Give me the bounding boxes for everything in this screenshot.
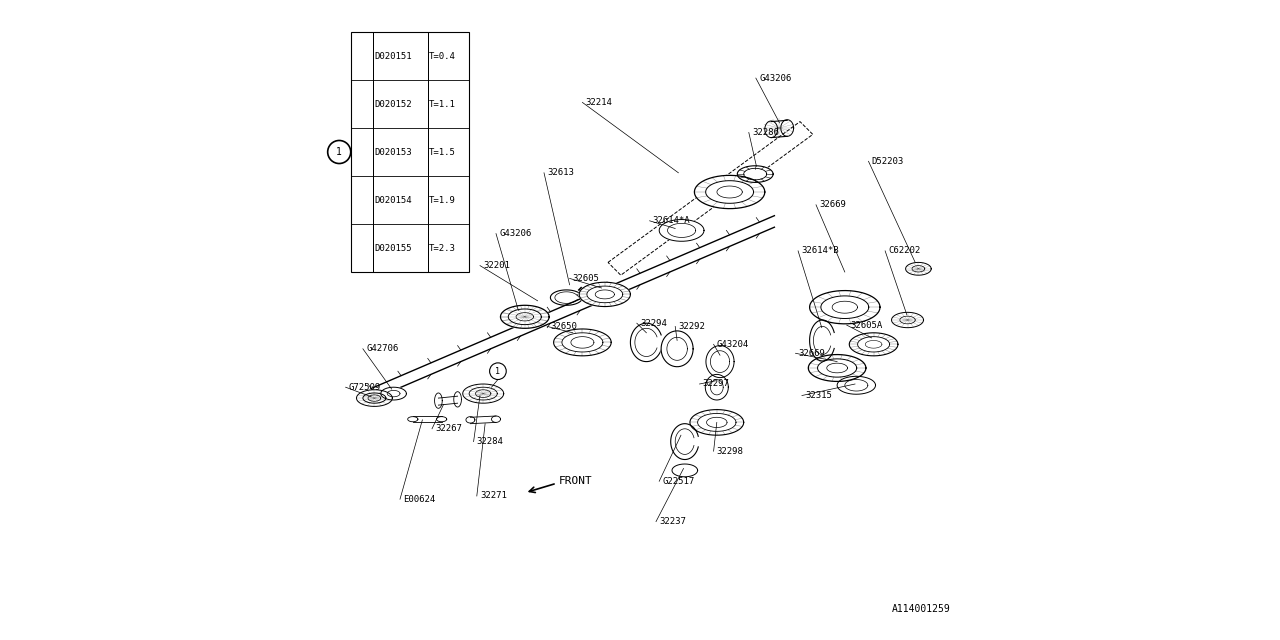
Text: 32286: 32286: [753, 128, 778, 137]
Text: G72509: G72509: [348, 383, 381, 392]
Text: D52203: D52203: [872, 157, 904, 166]
Text: 32614*A: 32614*A: [653, 216, 690, 225]
Text: D020152: D020152: [374, 99, 412, 109]
Text: 32605A: 32605A: [850, 321, 882, 330]
Text: E00624: E00624: [403, 495, 435, 504]
Text: D020153: D020153: [374, 147, 412, 157]
Text: 32294: 32294: [640, 319, 667, 328]
Bar: [351, 32, 470, 272]
Polygon shape: [662, 331, 694, 367]
Text: T=1.5: T=1.5: [429, 147, 456, 157]
Polygon shape: [463, 384, 504, 403]
Polygon shape: [500, 305, 549, 328]
Text: D020155: D020155: [374, 243, 412, 253]
Text: A114001259: A114001259: [892, 604, 950, 614]
Text: T=1.1: T=1.1: [429, 99, 456, 109]
Text: 32669: 32669: [819, 200, 846, 209]
Polygon shape: [850, 333, 899, 356]
Text: 32292: 32292: [678, 322, 705, 331]
Text: 32284: 32284: [477, 437, 503, 446]
Polygon shape: [554, 329, 612, 356]
Text: T=1.9: T=1.9: [429, 195, 456, 205]
Polygon shape: [381, 387, 407, 400]
Text: 32605: 32605: [573, 274, 599, 283]
Text: 32613: 32613: [548, 168, 573, 177]
Polygon shape: [737, 166, 773, 182]
Polygon shape: [837, 376, 876, 394]
Text: D020151: D020151: [374, 51, 412, 61]
Polygon shape: [705, 374, 728, 400]
Polygon shape: [672, 464, 698, 477]
Text: D020154: D020154: [374, 195, 412, 205]
Polygon shape: [906, 262, 932, 275]
Polygon shape: [580, 282, 630, 307]
Polygon shape: [690, 410, 744, 435]
Text: 32669: 32669: [799, 349, 826, 358]
Text: C62202: C62202: [888, 246, 920, 255]
Text: G42706: G42706: [366, 344, 398, 353]
Text: 32298: 32298: [717, 447, 744, 456]
Polygon shape: [810, 291, 881, 324]
Text: T=2.3: T=2.3: [429, 243, 456, 253]
Text: G43204: G43204: [717, 340, 749, 349]
Text: 1: 1: [337, 147, 342, 157]
Text: G43206: G43206: [499, 229, 531, 238]
Text: T=0.4: T=0.4: [429, 51, 456, 61]
Text: 32614*B: 32614*B: [801, 246, 838, 255]
Polygon shape: [659, 220, 704, 241]
Text: 32201: 32201: [484, 261, 509, 270]
Polygon shape: [892, 312, 924, 328]
Text: G43206: G43206: [759, 74, 791, 83]
Text: G22517: G22517: [663, 477, 695, 486]
Polygon shape: [357, 390, 392, 406]
Text: 1: 1: [495, 367, 500, 376]
Text: 32214: 32214: [585, 98, 612, 107]
Text: 32650: 32650: [550, 322, 577, 331]
Text: 32237: 32237: [659, 517, 686, 526]
Text: FRONT: FRONT: [559, 476, 593, 486]
Text: 32315: 32315: [805, 391, 832, 400]
Polygon shape: [707, 346, 735, 378]
Polygon shape: [809, 355, 867, 381]
Polygon shape: [695, 175, 765, 209]
Text: 32267: 32267: [435, 424, 462, 433]
Text: 32271: 32271: [480, 492, 507, 500]
Text: 32297: 32297: [703, 380, 730, 388]
